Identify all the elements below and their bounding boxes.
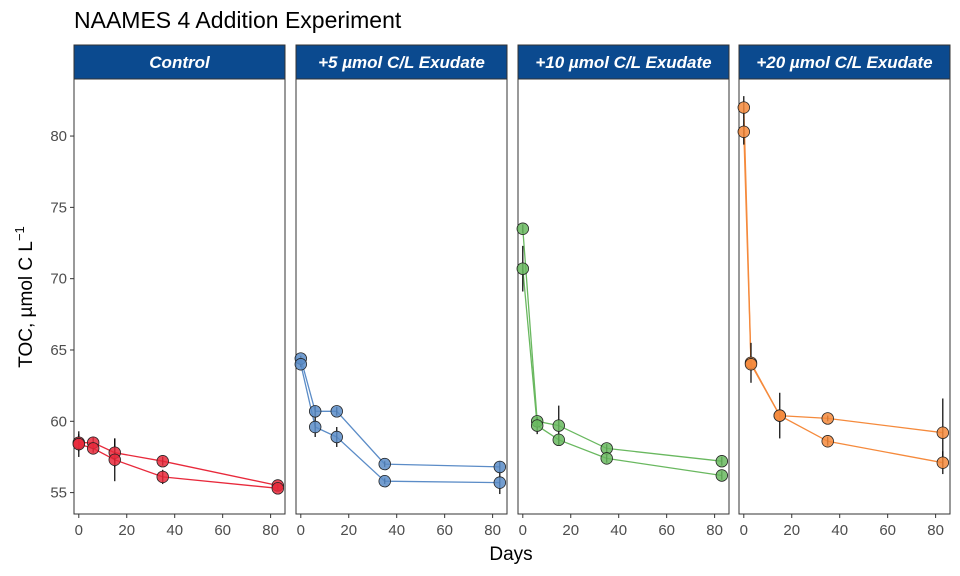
panel-border [738, 78, 951, 515]
data-point [715, 455, 729, 468]
chart-title: NAAMES 4 Addition Experiment [74, 7, 402, 33]
y-tick-label: 65 [50, 342, 67, 359]
data-point [271, 482, 285, 495]
x-axis-title: Days [489, 544, 532, 565]
facet-strip-label: Control [149, 53, 211, 72]
series-line-2 [743, 131, 943, 464]
data-point [552, 419, 565, 432]
data-point [86, 442, 100, 455]
data-point [715, 469, 729, 482]
panel-2: +5 µmol C/L Exudate 0 20 40 60 80 [294, 44, 508, 539]
data-point [821, 435, 834, 448]
x-tick-label: 60 [879, 522, 896, 539]
y-tick-label: 80 [50, 128, 67, 145]
panel-1: Control 0 20 40 60 80 [72, 44, 286, 539]
data-point [773, 409, 786, 422]
panel-border [517, 78, 730, 515]
data-point [308, 420, 322, 434]
facet-strip [295, 44, 508, 80]
data-point [516, 262, 529, 275]
data-point [744, 358, 758, 371]
y-tick-label: 75 [50, 199, 67, 216]
data-point [516, 222, 529, 235]
y-axis-title-superscript: −1 [12, 226, 27, 241]
data-point [156, 455, 169, 468]
facet-strip-label: +20 µmol C/L Exudate [756, 53, 932, 72]
data-point [108, 453, 121, 467]
series-line-1 [743, 107, 943, 434]
y-tick-label: 55 [50, 485, 67, 502]
data-point [330, 430, 343, 444]
x-tick-label: 40 [388, 522, 405, 539]
x-tick-label: 0 [519, 522, 527, 539]
data-point [936, 426, 950, 439]
panel-4: +20 µmol C/L Exudate 0 20 40 60 80 [737, 44, 951, 539]
data-point [294, 358, 307, 371]
series-line-2 [522, 268, 722, 477]
data-point [330, 405, 343, 418]
x-tick-label: 80 [706, 522, 723, 539]
y-axis-title: TOC, µmol C L−1 [12, 226, 37, 368]
x-tick-label: 0 [297, 522, 305, 539]
facet-strip-label: +10 µmol C/L Exudate [535, 53, 711, 72]
x-tick-label: 0 [740, 522, 748, 539]
facet-strip-label: +5 µmol C/L Exudate [318, 53, 485, 72]
data-point [308, 405, 322, 418]
x-tick-label: 60 [436, 522, 453, 539]
x-tick-label: 20 [340, 522, 357, 539]
x-tick-label: 20 [783, 522, 800, 539]
x-tick-label: 80 [262, 522, 279, 539]
x-tick-label: 80 [484, 522, 501, 539]
y-axis-title-group: TOC, µmol C L−1 [12, 226, 37, 368]
series-line-2 [78, 443, 278, 489]
data-point [156, 470, 169, 484]
data-point [821, 412, 834, 425]
series-line-1 [300, 358, 500, 468]
x-tick-label: 40 [610, 522, 627, 539]
y-tick-label: 70 [50, 271, 67, 288]
x-tick-label: 60 [658, 522, 675, 539]
x-tick-label: 80 [927, 522, 944, 539]
x-tick-label: 40 [831, 522, 848, 539]
x-tick-label: 40 [166, 522, 183, 539]
data-point [493, 460, 507, 474]
data-point [72, 437, 85, 451]
y-tick-label: 60 [50, 413, 67, 430]
data-point [737, 101, 750, 114]
data-point [378, 474, 391, 488]
x-tick-label: 20 [562, 522, 579, 539]
data-point [493, 476, 507, 489]
data-point [378, 457, 391, 471]
data-point [600, 452, 613, 465]
facet-strip [517, 44, 730, 80]
panel-border [73, 78, 286, 515]
data-point [936, 456, 950, 469]
data-point [737, 125, 750, 138]
x-tick-label: 20 [118, 522, 135, 539]
panel-border [295, 78, 508, 515]
x-tick-label: 0 [75, 522, 83, 539]
panel-3: +10 µmol C/L Exudate 0 20 40 60 80 [516, 44, 730, 539]
x-tick-label: 60 [214, 522, 231, 539]
data-point [530, 419, 544, 432]
data-point [552, 433, 565, 447]
y-axis-title-main: TOC, µmol C L [16, 241, 37, 368]
